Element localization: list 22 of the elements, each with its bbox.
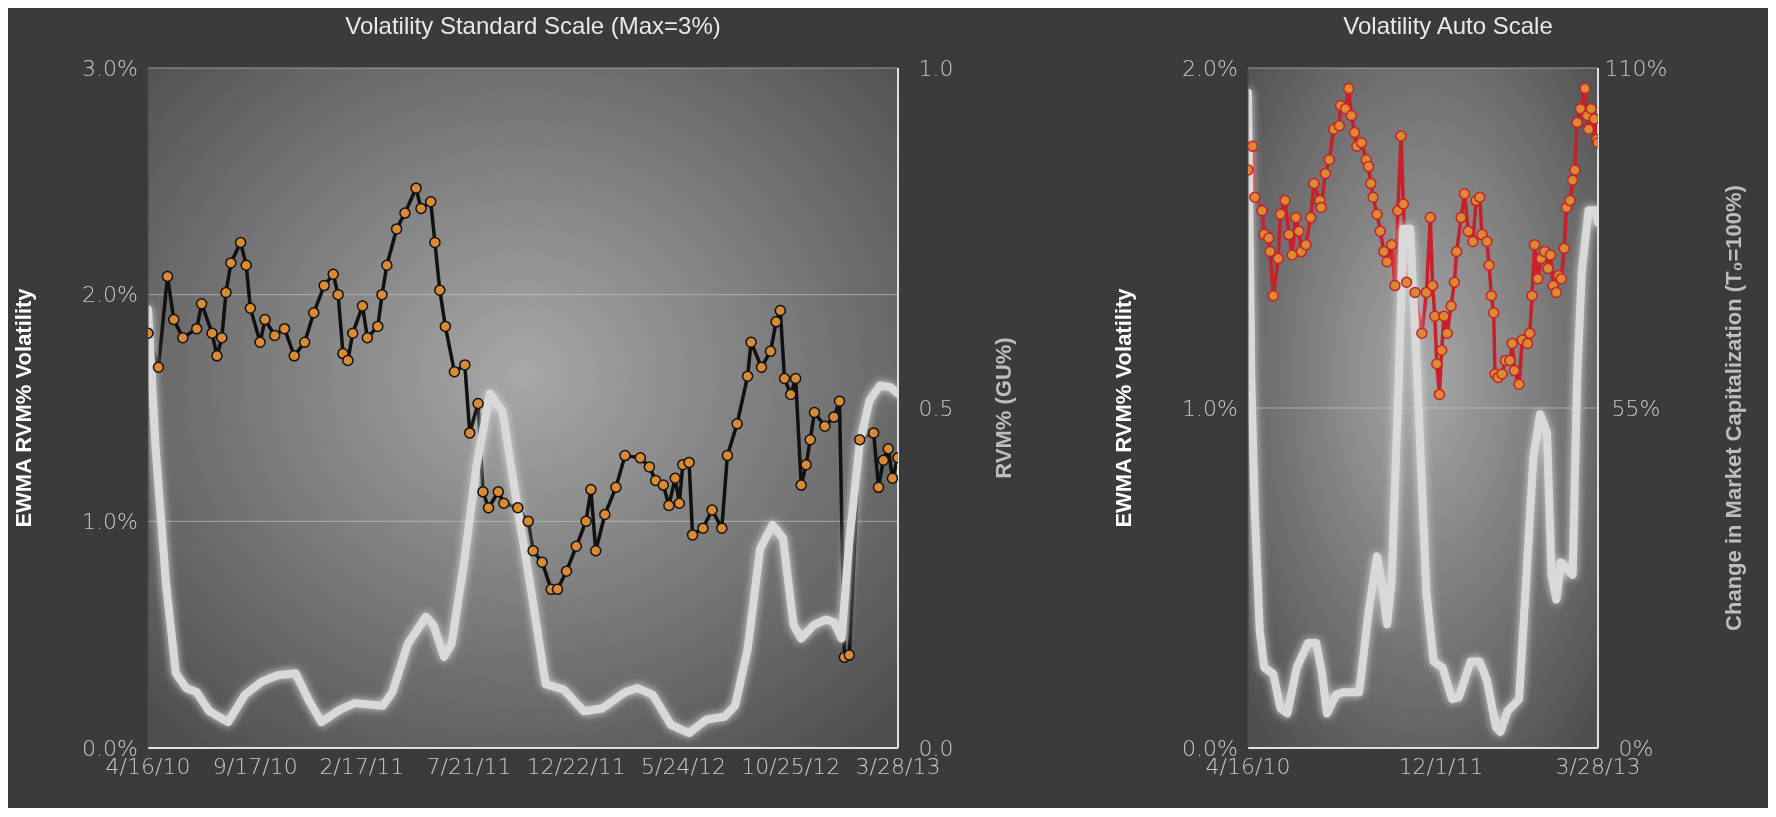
y2-axis-title: Change in Market Capitalization (T₀=100%) xyxy=(1720,185,1746,631)
y-tick-label: 1.0% xyxy=(82,509,138,535)
chart-title: Volatility Auto Scale xyxy=(1342,12,1554,41)
x-tick-label: 9/17/10 xyxy=(212,753,298,779)
y2-axis-title: RVM% (GU%) xyxy=(990,337,1016,479)
x-tick-label: 12/22/11 xyxy=(526,753,626,779)
y-axis-title: EWMA RVM% Volatility xyxy=(1110,287,1136,528)
y2-tick-label: 55% xyxy=(1611,395,1661,421)
x-tick-label: 5/24/12 xyxy=(641,753,726,779)
y-tick-label: 1.0% xyxy=(1182,395,1238,421)
x-tick-label: 2/17/11 xyxy=(319,753,405,779)
y-axis-title: EWMA RVM% Volatility xyxy=(10,287,36,528)
y2-tick-label: 1.0 xyxy=(918,55,954,81)
x-tick-label: 10/25/12 xyxy=(741,753,841,779)
y2-tick-label: 0.5 xyxy=(918,395,954,421)
y-tick-label: 3.0% xyxy=(82,55,138,81)
x-tick-label: 7/21/11 xyxy=(426,753,512,779)
chart-title: Volatility Standard Scale (Max=3%) xyxy=(344,12,722,41)
y-tick-label: 2.0% xyxy=(82,282,138,308)
x-tick-label: 12/1/11 xyxy=(1398,753,1484,779)
y-tick-label: 2.0% xyxy=(1182,55,1238,81)
y2-tick-label: 110% xyxy=(1604,55,1668,81)
